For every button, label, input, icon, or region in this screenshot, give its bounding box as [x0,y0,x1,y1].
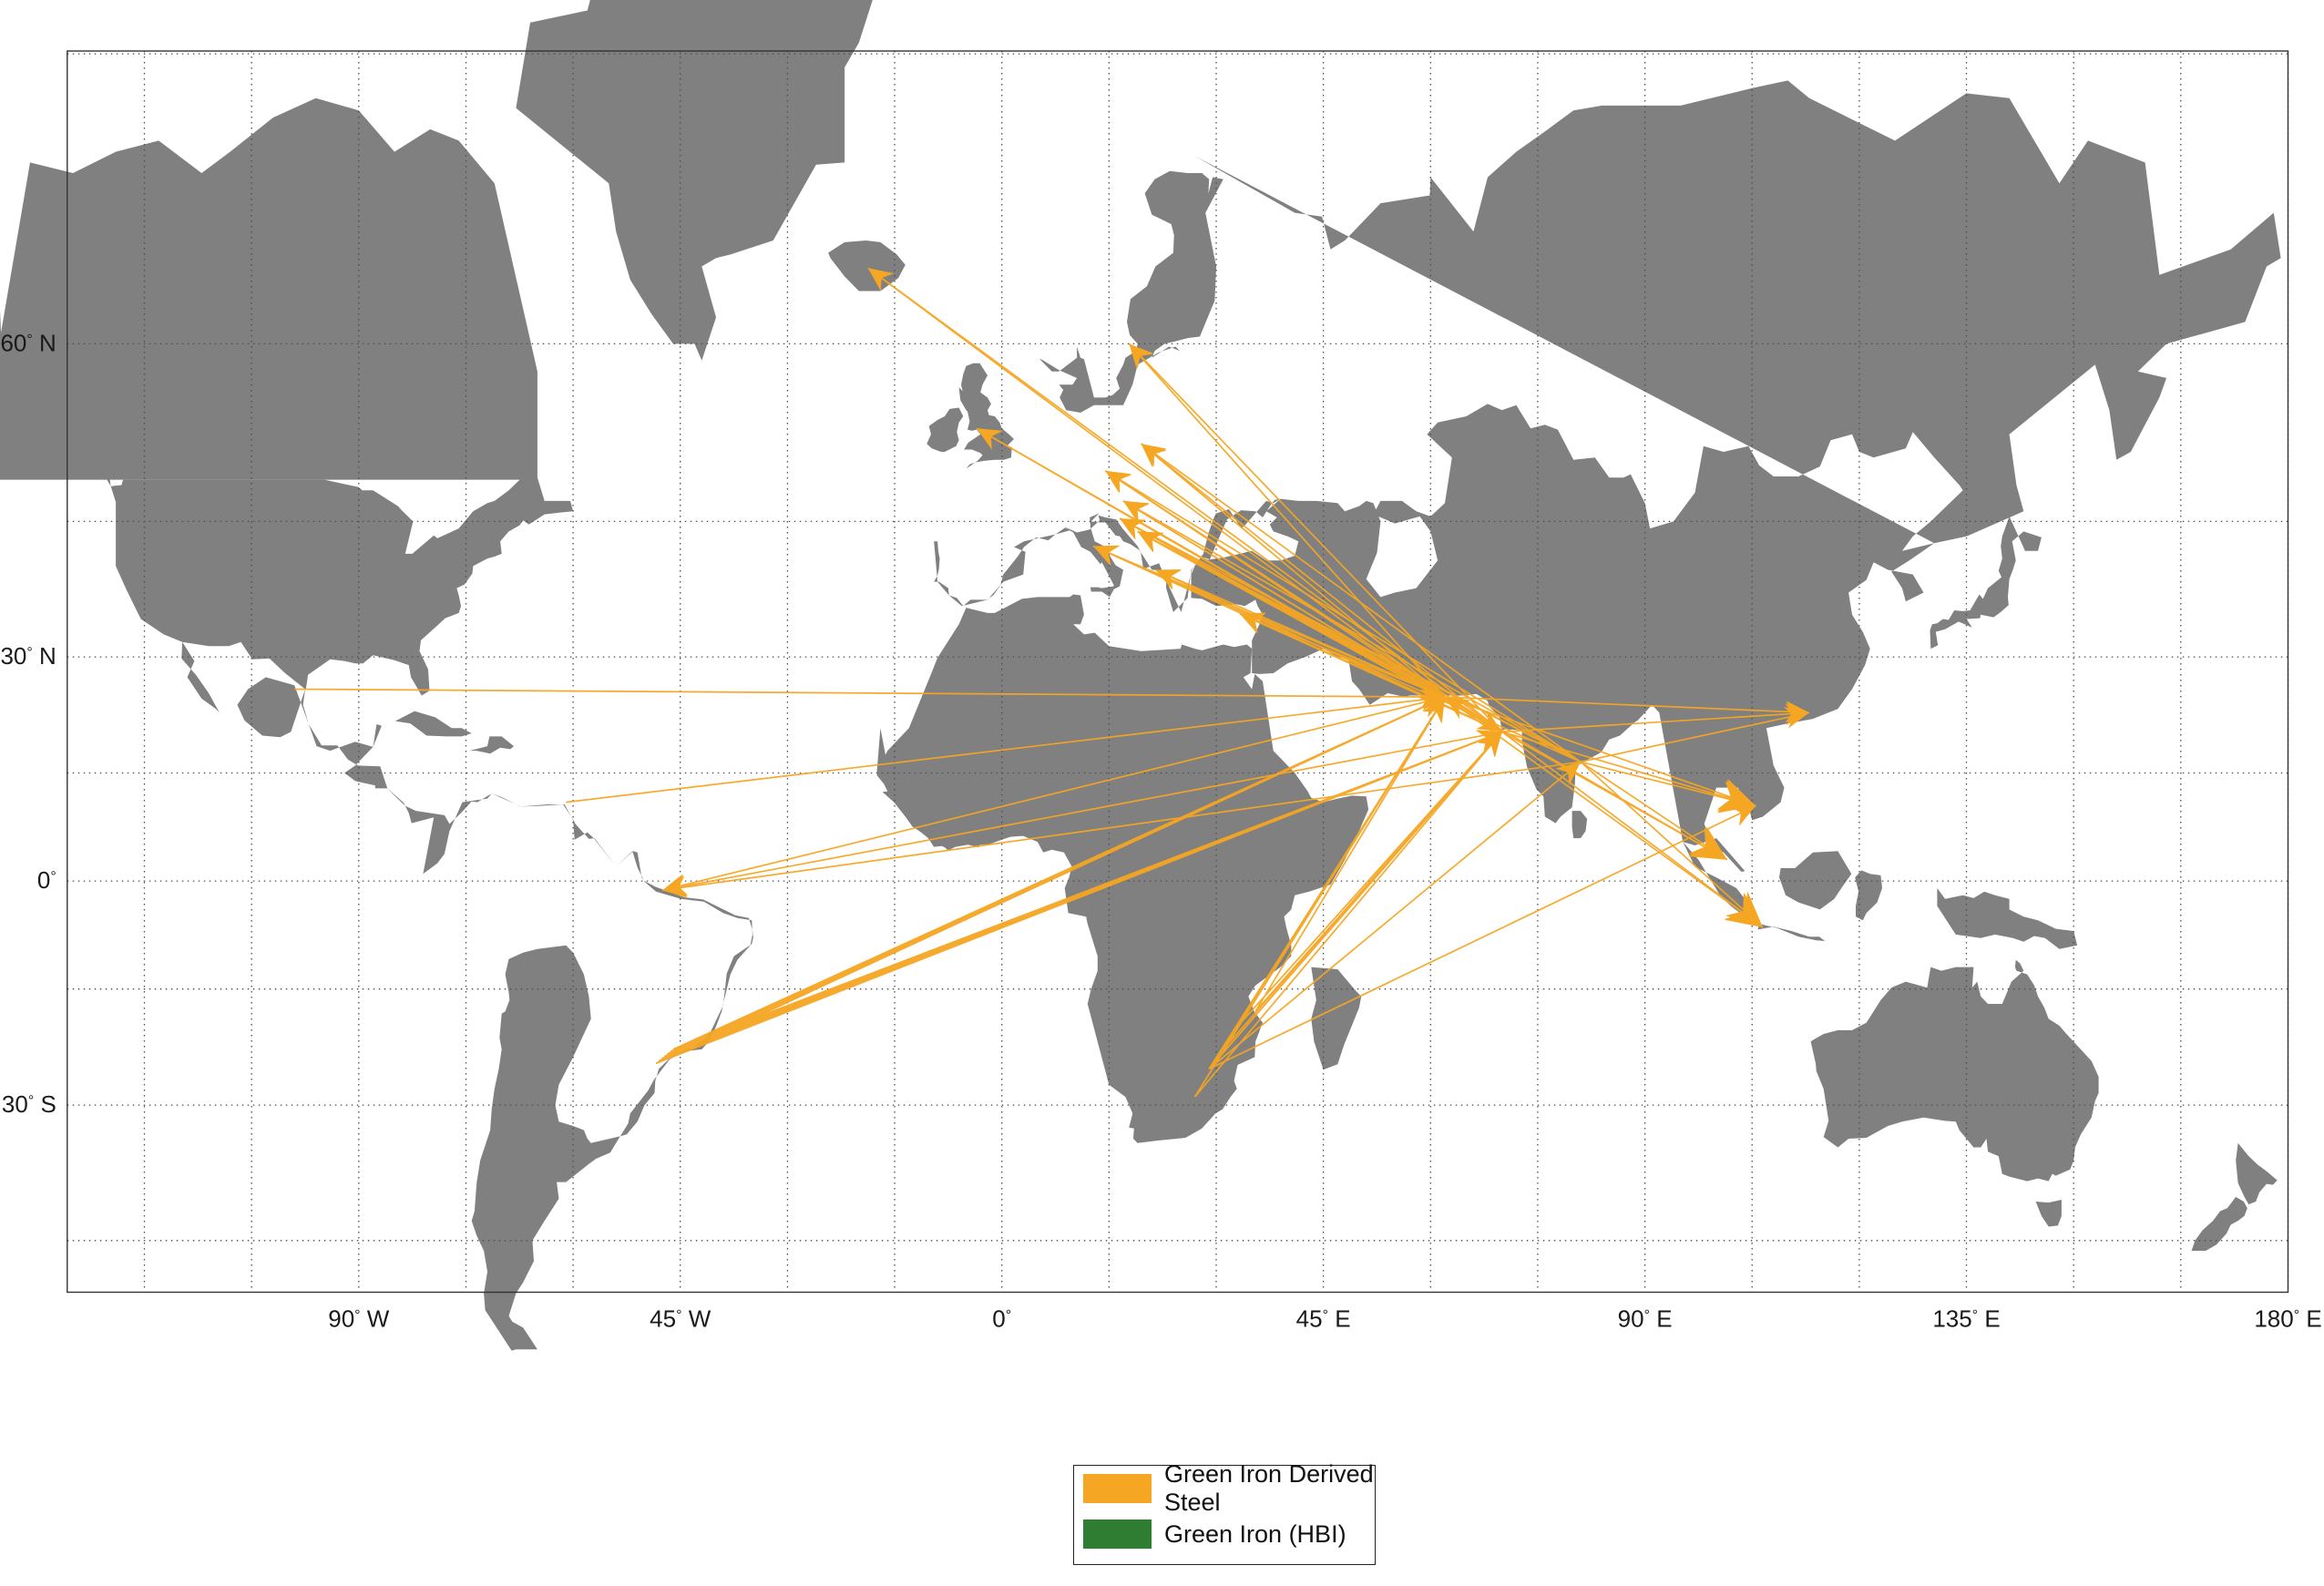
svg-text:180° E: 180° E [2254,1305,2321,1333]
svg-text:135° E: 135° E [1932,1305,2000,1333]
